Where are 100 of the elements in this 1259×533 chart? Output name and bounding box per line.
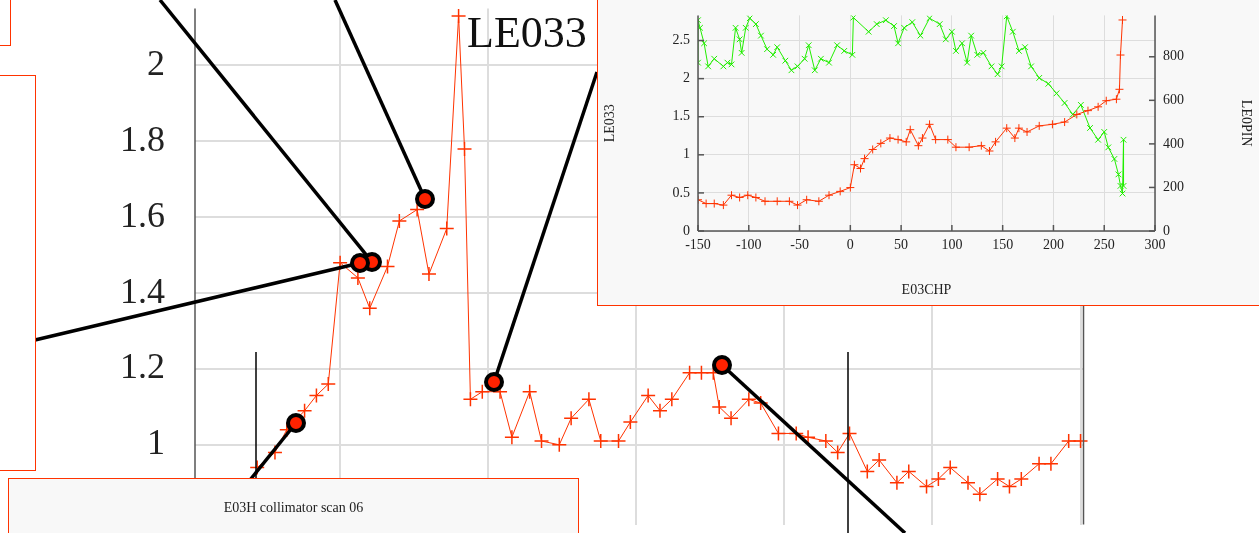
point: [1093, 102, 1103, 112]
point: [1047, 119, 1057, 129]
point: [1114, 84, 1124, 94]
y2-tick-label: 800: [1163, 48, 1184, 64]
x-tick-label: 0: [846, 237, 854, 253]
point: [267, 444, 283, 461]
point: [885, 133, 895, 143]
point: [770, 425, 787, 442]
point: [521, 383, 538, 400]
y-axis-title: LE033: [602, 104, 618, 143]
point: [841, 425, 858, 442]
point: [930, 471, 947, 487]
point: [701, 199, 711, 209]
point: [905, 125, 915, 135]
point: [1002, 123, 1012, 133]
y2-axis-title: LE0PIN: [1238, 99, 1254, 147]
point: [727, 190, 737, 200]
y-tick-label: 1.2: [120, 346, 165, 387]
point: [793, 200, 803, 210]
point: [1001, 478, 1018, 495]
point: [784, 196, 794, 206]
annotation: E03H collimator scan 06: [222, 500, 365, 516]
point: [296, 402, 313, 419]
point: [379, 258, 396, 275]
point: [788, 425, 804, 442]
point: [991, 137, 1001, 147]
y2-tick-label: 600: [1163, 92, 1184, 108]
point: [474, 383, 491, 400]
point: [581, 391, 597, 408]
point: [391, 213, 408, 229]
caption-box: E03H collimator scan 06: [8, 478, 579, 533]
point: [743, 190, 753, 200]
point: [1072, 109, 1082, 119]
point: [450, 8, 467, 24]
point: [504, 429, 520, 445]
point: [723, 410, 739, 427]
point: [845, 183, 855, 193]
point: [835, 186, 845, 196]
point: [462, 391, 479, 408]
point: [901, 137, 911, 147]
y-tick-label: 0.5: [672, 184, 690, 200]
point: [964, 142, 974, 152]
point: [610, 433, 627, 449]
point: [735, 192, 745, 202]
point: [438, 220, 455, 237]
point: [752, 395, 769, 411]
point: [871, 452, 887, 468]
point: [800, 429, 816, 445]
point: [1043, 456, 1059, 472]
point: [421, 266, 437, 282]
point: [943, 135, 953, 145]
x-tick-label: -150: [685, 237, 711, 253]
y-tick-label: 1.5: [672, 108, 690, 124]
point: [711, 399, 727, 415]
point: [772, 196, 782, 206]
point: [960, 475, 976, 491]
point: [533, 433, 550, 449]
point: [876, 138, 886, 148]
y-tick-label: 1.6: [120, 194, 165, 235]
point: [989, 471, 1006, 487]
point: [942, 459, 958, 476]
point: [332, 254, 348, 271]
point: [1111, 94, 1121, 104]
point: [829, 444, 846, 461]
point: [931, 135, 941, 145]
x-tick-label: 50: [894, 237, 909, 253]
y-tick-label: 1.4: [120, 270, 165, 311]
point: [972, 486, 988, 502]
x-tick-label: 100: [941, 237, 963, 253]
y2-tick-label: 400: [1163, 135, 1184, 151]
x-tick-label: -100: [735, 237, 762, 253]
point: [984, 146, 994, 156]
point: [1013, 471, 1030, 487]
y-tick-label: 1: [147, 422, 165, 463]
point: [622, 414, 639, 430]
point: [320, 376, 337, 392]
point: [859, 463, 876, 480]
x-tick-label: -50: [790, 237, 809, 253]
point: [741, 391, 757, 408]
y-tick-label: 1: [683, 146, 690, 162]
point: [893, 135, 903, 145]
point: [802, 195, 812, 205]
point: [409, 201, 425, 218]
y2-tick-label: 0: [1163, 222, 1170, 238]
point: [350, 270, 366, 286]
point: [860, 154, 870, 164]
point: [976, 141, 986, 151]
point: [1101, 96, 1111, 106]
x-tick-label: 200: [1042, 237, 1064, 253]
point: [361, 300, 378, 316]
point: [889, 475, 905, 491]
point: [818, 433, 834, 449]
x-tick-label: 300: [1144, 237, 1166, 253]
x-tick-label: 150: [992, 237, 1014, 253]
point: [901, 463, 917, 480]
point: [1014, 123, 1024, 133]
point: [751, 192, 761, 202]
point: [1022, 127, 1032, 137]
point: [814, 196, 824, 206]
point: [760, 196, 770, 206]
